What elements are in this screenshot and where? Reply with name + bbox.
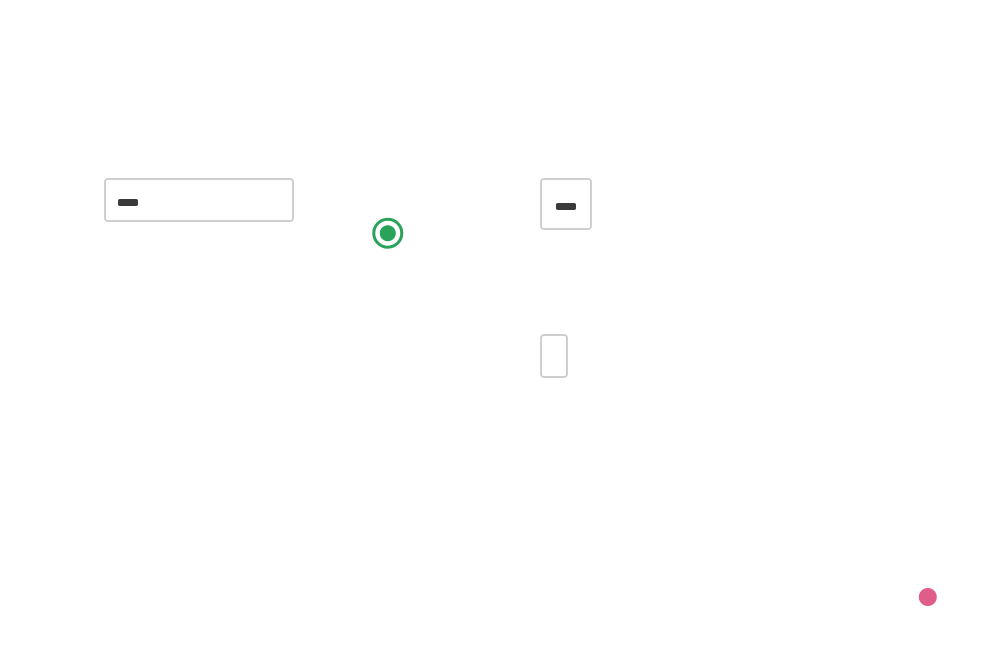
callout-step1 [540, 178, 592, 230]
chart-svg [0, 0, 1000, 670]
callout-plan [540, 334, 568, 378]
step1-badge [556, 203, 576, 210]
chart-root: { "canvas": { "width": 1000, "height": 6… [0, 0, 1000, 670]
callout-step2 [104, 178, 294, 222]
step2-badge [118, 199, 138, 206]
